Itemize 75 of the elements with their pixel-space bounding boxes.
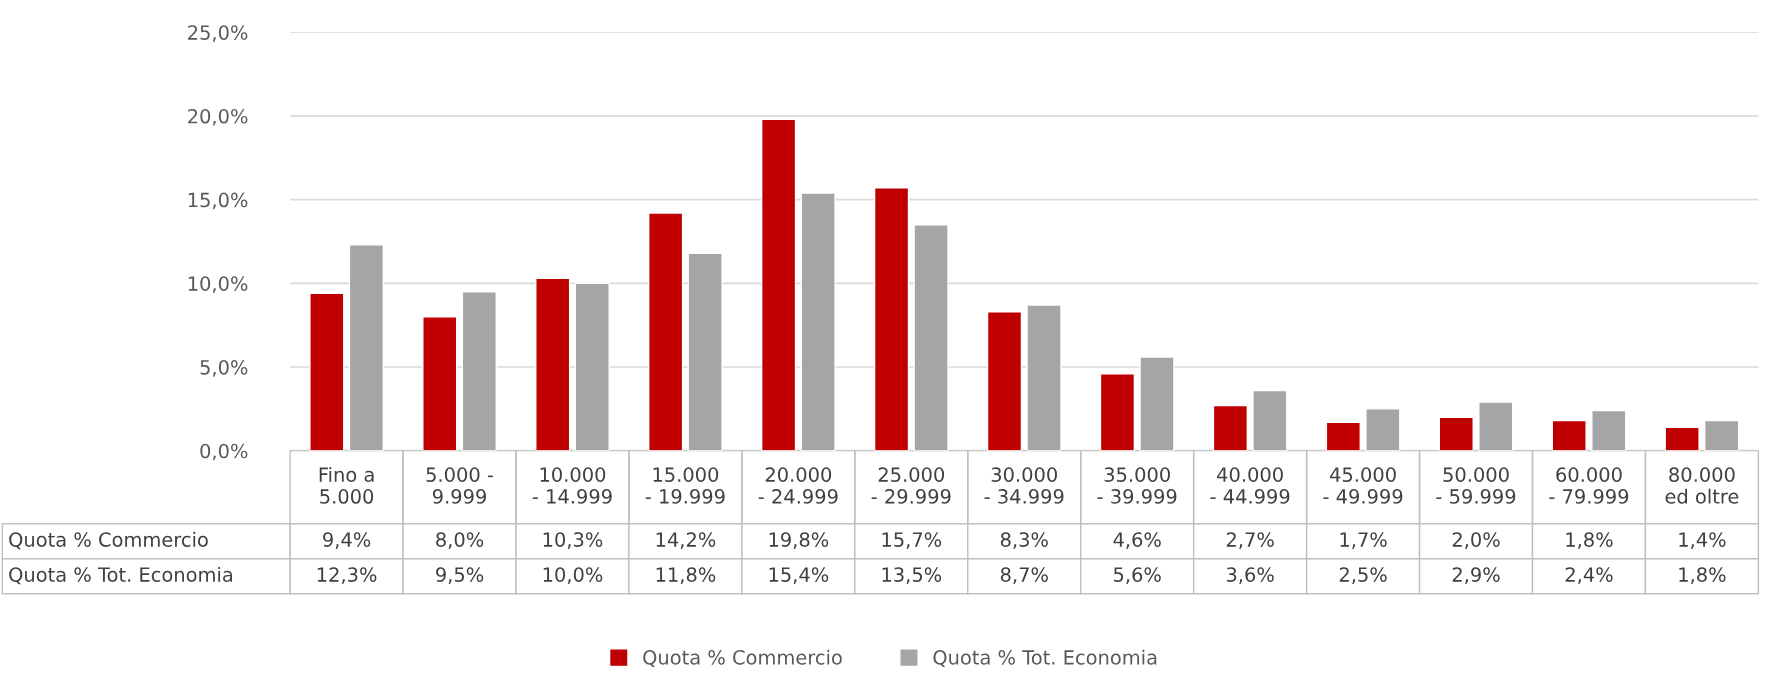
data-label: 10,3% <box>543 532 603 549</box>
x-tick-label: 20.000 - 24.999 <box>758 467 838 504</box>
bar <box>1591 409 1627 451</box>
bar <box>1704 419 1740 451</box>
bar <box>687 252 723 451</box>
x-tick-label: 30.000 - 34.999 <box>984 467 1064 504</box>
data-label: 15,4% <box>769 567 829 584</box>
bar <box>422 316 458 451</box>
data-label: 4,6% <box>1113 532 1161 549</box>
bar <box>873 187 910 451</box>
x-tick-label: 50.000 - 59.999 <box>1436 467 1516 504</box>
x-tick-label: 40.000 - 44.999 <box>1210 467 1290 504</box>
x-tick-label: 35.000 - 39.999 <box>1097 467 1177 504</box>
bar <box>760 118 797 451</box>
x-tick-label: 5.000 - 9.999 <box>426 467 494 504</box>
x-tick-label: 10.000 - 14.999 <box>532 467 612 504</box>
bar <box>913 224 949 451</box>
bar <box>574 282 610 451</box>
x-tick-label: 80.000 ed oltre <box>1665 467 1739 504</box>
bar <box>1252 389 1288 451</box>
data-label: 13,5% <box>882 567 942 584</box>
y-tick-label: 15,0% <box>188 192 248 210</box>
bar <box>1325 421 1361 451</box>
bar <box>348 244 384 451</box>
x-tick-label: 45.000 - 49.999 <box>1323 467 1403 504</box>
y-tick-label: 25,0% <box>188 25 248 42</box>
data-label: 9,4% <box>323 532 371 549</box>
data-label: 10,0% <box>543 567 603 584</box>
data-label: 1,8% <box>1566 532 1613 549</box>
bar <box>461 290 497 451</box>
data-label: 8,3% <box>1000 532 1048 549</box>
data-label: 2,4% <box>1565 567 1613 584</box>
data-label: 1,8% <box>1679 567 1726 584</box>
y-tick-label: 20,0% <box>188 108 248 126</box>
legend-label: Quota % Commercio <box>643 649 842 667</box>
data-label: 14,2% <box>656 532 716 549</box>
bar <box>1551 419 1587 451</box>
text: Quota % Commercio <box>9 531 208 550</box>
y-tick-label: 0,0% <box>200 443 248 461</box>
x-tick-label: Fino a 5.000 <box>319 466 374 504</box>
x-tick-label: 15.000 - 19.999 <box>645 467 725 504</box>
y-tick-label: 5,0% <box>200 359 248 377</box>
data-label: 2,9% <box>1452 567 1500 584</box>
data-label: 1,4% <box>1679 532 1726 549</box>
data-label: 11,8% <box>656 567 716 584</box>
bar <box>986 311 1023 451</box>
data-label: 19,8% <box>769 532 829 549</box>
text: Quota % Tot. Economia <box>9 566 233 585</box>
data-label: 2,7% <box>1226 532 1274 549</box>
data-label: 5,6% <box>1114 567 1161 584</box>
data-label: 3,6% <box>1226 567 1274 584</box>
data-label: 8,0% <box>436 532 484 549</box>
bar <box>1026 304 1062 451</box>
data-label: 12,3% <box>317 567 377 584</box>
bar <box>1438 416 1474 451</box>
data-label: 2,5% <box>1339 567 1387 584</box>
bar <box>800 192 836 451</box>
y-tick-label: 10,0% <box>188 276 248 293</box>
bar <box>1365 408 1401 451</box>
data-label: 1,7% <box>1340 532 1387 549</box>
bar <box>1478 401 1514 451</box>
bar <box>1664 426 1700 451</box>
data-label: 9,5% <box>436 567 484 584</box>
data-label: 15,7% <box>882 532 942 549</box>
data-label: 2,0% <box>1452 532 1500 549</box>
data-label: 8,7% <box>1000 567 1048 584</box>
bar <box>1099 373 1136 451</box>
legend-label: Quota % Tot. Economia <box>933 649 1157 667</box>
bar <box>535 277 571 451</box>
bar <box>648 212 684 451</box>
x-tick-label: 60.000 - 79.999 <box>1549 467 1629 504</box>
bar <box>1212 404 1249 451</box>
x-tick-label: 25.000 - 29.999 <box>871 467 951 504</box>
bar <box>309 292 345 451</box>
bar <box>1139 356 1175 451</box>
